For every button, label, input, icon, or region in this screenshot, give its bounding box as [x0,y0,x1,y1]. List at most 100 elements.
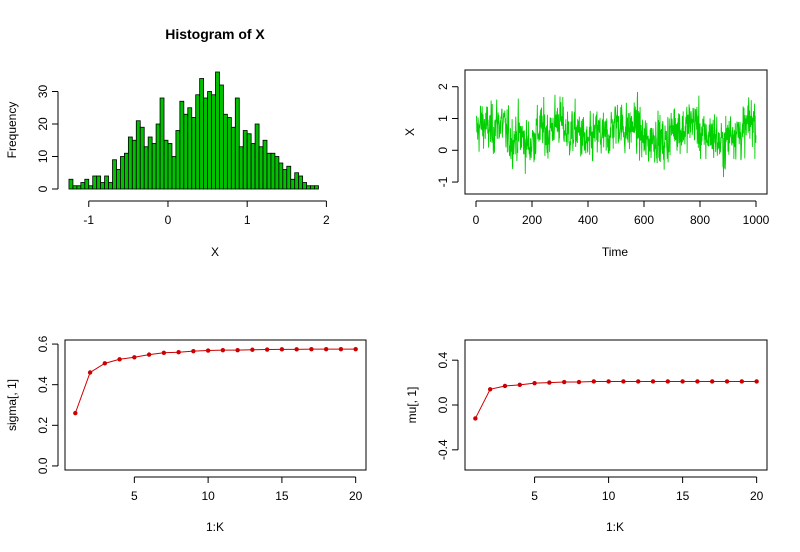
x-tick-label: 600 [634,213,654,227]
y-tick-label: 0.4 [436,352,450,369]
histogram-bar [187,107,193,190]
data-point [338,346,344,352]
plot-box [464,339,768,471]
data-point [146,352,152,357]
histogram-bar [226,117,232,190]
histogram-bar [108,182,113,190]
x-tick-label: 15 [275,489,289,503]
data-point [561,379,567,385]
data-point [650,379,656,384]
histogram-bar [76,185,82,190]
histogram-bar [286,165,292,190]
histogram-bar [314,185,319,190]
histogram-bar [207,91,212,190]
mu-panel: 5 10 15 20 -0.4 0.0 0.4 1:K mu[, 1] [405,339,768,534]
y-tick-label: 0.4 [36,376,50,393]
histogram-bar [151,143,157,190]
data-point [87,370,93,375]
x-tick-label: 1 [244,213,251,227]
y-axis-label: sigma[, 1] [5,379,19,431]
histogram-bar [96,175,102,190]
y-tick-label: 0.6 [36,335,50,352]
histogram-bar [135,120,141,190]
histogram-bar [298,175,304,190]
x-axis-label: Time [602,245,629,259]
histogram-bar [179,100,185,190]
histogram-bar [116,169,121,190]
sigma-line [74,348,356,414]
y-axis-label: X [403,128,417,136]
time-series-panel: 0 200 400 600 800 1000 -1 0 1 2 Time X [403,69,770,259]
histogram-bar [302,182,307,190]
y-axis-label: mu[, 1] [405,387,419,424]
y-tick-label: 30 [36,85,50,99]
histogram-bar [155,123,161,190]
data-point [473,416,478,421]
histogram-bar [262,139,268,190]
y-tick-label: 0 [36,185,50,192]
x-tick-label: -1 [83,213,94,227]
data-point [636,379,641,384]
histogram-bar [234,97,240,190]
data-point [279,347,285,352]
x-axis-label: 1:K [206,520,224,534]
data-point [132,355,137,360]
histogram-bar [68,178,74,190]
histogram-bar [278,162,284,190]
histogram-bar [219,84,224,190]
histogram-bar [199,78,205,190]
data-point [621,379,626,384]
data-point [487,387,493,392]
x-axis-label: 1:K [606,520,624,534]
y-tick-label: 20 [36,117,50,131]
histogram-bar [195,94,201,190]
histogram-bar [183,113,189,190]
mu-line [474,380,757,419]
chart-title: Histogram of X [165,26,265,42]
data-point [250,347,255,352]
data-point [754,379,759,384]
histogram-bar [175,130,181,190]
histogram-bar [112,159,117,190]
y-tick-label: 0 [436,147,450,154]
x-tick-label: 20 [349,489,363,503]
histogram-bar [124,152,129,190]
x-tick-label: 5 [531,489,538,503]
data-point [309,346,314,352]
data-point [547,380,552,385]
histogram-bar [223,113,228,190]
data-point [264,347,270,352]
histogram-bar [266,152,272,190]
histogram-bar [88,185,94,190]
histogram-bar [120,156,125,190]
histogram-bar [84,178,90,190]
x-tick-label: 1000 [743,213,770,227]
histogram-bar [258,146,264,190]
histogram-bar [171,156,177,190]
histogram-bar [203,97,208,190]
data-point [695,379,700,384]
plot-box [464,69,768,195]
histogram-bar [246,133,252,190]
x-tick-label: 10 [602,489,616,503]
data-point [73,410,78,416]
histogram-bar [167,143,173,190]
x-tick-label: 200 [522,213,542,227]
data-point [591,379,596,384]
data-point [576,379,582,385]
histogram-bar [270,152,276,190]
histogram-bar [92,175,98,190]
time-series-plot-area: 0 200 400 600 800 1000 -1 0 1 2 [436,83,770,227]
plot-box [64,339,367,471]
y-tick-label: 0.0 [36,457,50,474]
x-tick-label: 0 [473,213,480,227]
x-tick-label: 15 [676,489,690,503]
histogram-bar [159,97,165,190]
y-tick-label: -1 [436,176,450,187]
data-point [191,348,196,354]
data-point [606,379,611,384]
time-series-line [475,91,757,178]
x-tick-label: 10 [201,489,215,503]
sigma-panel: 5 10 15 20 0.0 0.2 0.4 0.6 1:K sigma[, 1] [5,335,367,534]
